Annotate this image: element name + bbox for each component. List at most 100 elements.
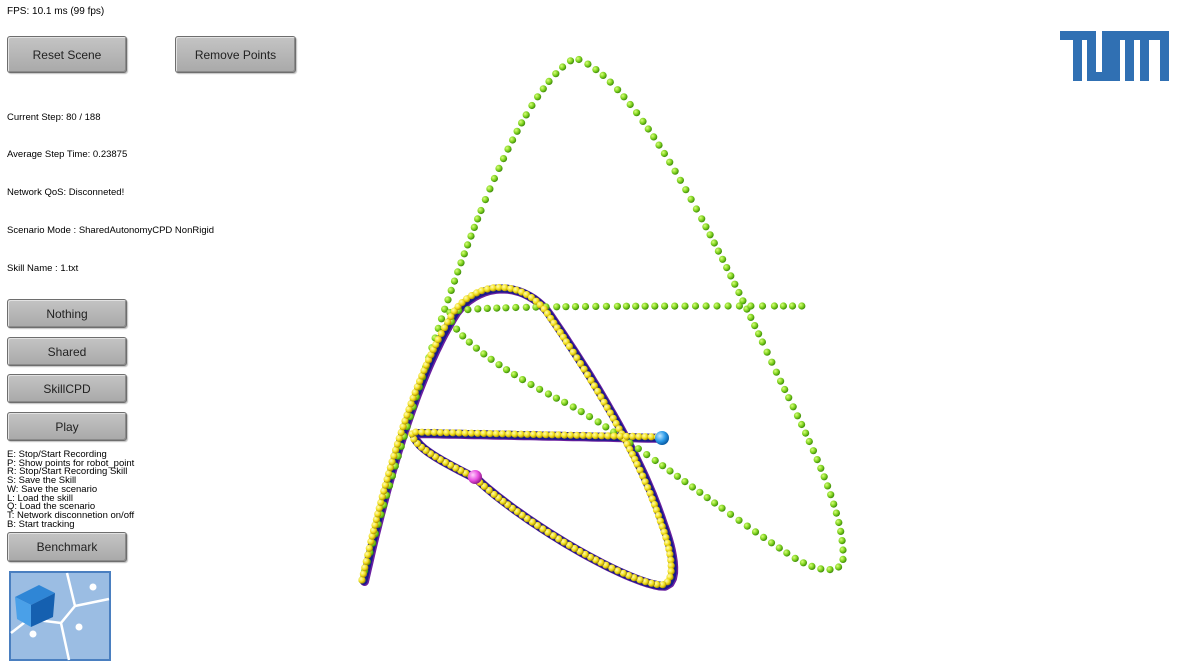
robot-point (667, 567, 675, 575)
reference-point (592, 302, 600, 310)
reset-scene-button[interactable]: Reset Scene (7, 36, 127, 73)
robot-point (573, 354, 581, 362)
robot-point (490, 490, 498, 499)
robot-point (507, 285, 515, 293)
robot-point (486, 430, 494, 438)
robot-point (418, 372, 426, 380)
robot-point (591, 432, 600, 440)
reference-point (495, 361, 503, 369)
app-logo-icon (9, 571, 111, 661)
reference-point (763, 348, 771, 356)
robot-point (648, 495, 656, 503)
reference-point (835, 518, 843, 527)
reference-point (613, 302, 622, 310)
robot-point (560, 538, 568, 546)
reference-point (502, 366, 511, 374)
robot-point (449, 429, 457, 437)
reference-point (751, 322, 759, 330)
robot-point (392, 446, 400, 454)
reference-point (751, 528, 760, 536)
reference-point (688, 483, 697, 491)
reference-point (464, 306, 472, 314)
reference-point (827, 491, 835, 499)
reference-point (758, 302, 767, 310)
reference-point (760, 533, 768, 542)
reference-point (467, 232, 475, 240)
skillcpd-mode-button[interactable]: SkillCPD (7, 374, 127, 403)
reference-point (575, 55, 583, 64)
reference-point (702, 302, 710, 310)
scenario-mode-label: Scenario Mode : SharedAutonomyCPD NonRig… (7, 225, 214, 236)
robot-point (554, 431, 562, 439)
start-marker (468, 470, 482, 484)
reference-point (698, 215, 706, 223)
reference-point (447, 286, 455, 294)
reference-point (710, 239, 718, 247)
robot-point (362, 557, 370, 566)
reference-point (755, 330, 763, 338)
shared-mode-button[interactable]: Shared (7, 337, 127, 366)
reference-point (495, 164, 503, 172)
robot-point (467, 429, 476, 437)
reference-point (805, 437, 813, 446)
reference-point (793, 412, 802, 420)
robot-point (455, 429, 463, 437)
robot-point (600, 398, 608, 406)
robot-point (377, 498, 385, 507)
robot-point (407, 400, 415, 408)
robot-point (652, 506, 661, 514)
reference-point (453, 325, 461, 333)
reference-point (692, 205, 701, 213)
tum-logo-icon (1060, 31, 1169, 81)
reference-point (581, 302, 590, 311)
reference-point (508, 136, 517, 144)
robot-point (647, 579, 656, 587)
robot-point (667, 556, 675, 564)
robot-point (612, 419, 620, 428)
reference-point (457, 259, 465, 267)
reference-point (434, 324, 442, 332)
reference-point (747, 302, 755, 310)
reference-point (702, 223, 710, 231)
reference-point (599, 71, 607, 79)
robot-point (437, 330, 445, 338)
reference-point (562, 303, 570, 311)
reference-point (706, 231, 714, 239)
robot-point (416, 377, 424, 385)
robot-point (581, 550, 589, 559)
reference-point (584, 60, 592, 68)
reference-point (633, 109, 641, 117)
reference-point (585, 413, 594, 421)
nothing-mode-button[interactable]: Nothing (7, 299, 127, 328)
remove-points-button[interactable]: Remove Points (175, 36, 296, 73)
reference-point (839, 546, 847, 554)
robot-point (383, 475, 391, 483)
robot-point (639, 472, 647, 480)
reference-point (536, 385, 544, 393)
reference-point (594, 418, 602, 426)
reference-point (480, 350, 488, 358)
reference-points (358, 55, 847, 584)
robot-point (667, 562, 675, 570)
robot-point (571, 544, 579, 553)
help-line: W: Save the scenario (7, 483, 98, 495)
robot-point (492, 430, 500, 438)
reference-point (789, 403, 797, 411)
help-line: L: Load the skill (7, 492, 74, 504)
robot-point (565, 342, 574, 351)
help-line: E: Stop/Start Recording (7, 449, 107, 460)
robot-point (597, 393, 605, 401)
robot-point (528, 518, 537, 526)
play-button[interactable]: Play (7, 412, 127, 441)
reference-point (483, 304, 491, 312)
reference-point (545, 77, 553, 85)
reference-point (817, 464, 825, 472)
benchmark-button[interactable]: Benchmark (7, 532, 127, 562)
robot-point (409, 394, 417, 402)
reference-point (569, 403, 577, 411)
reference-point (634, 445, 642, 453)
robot-point (573, 431, 581, 439)
reference-point (470, 223, 478, 231)
robot-point (367, 538, 375, 546)
